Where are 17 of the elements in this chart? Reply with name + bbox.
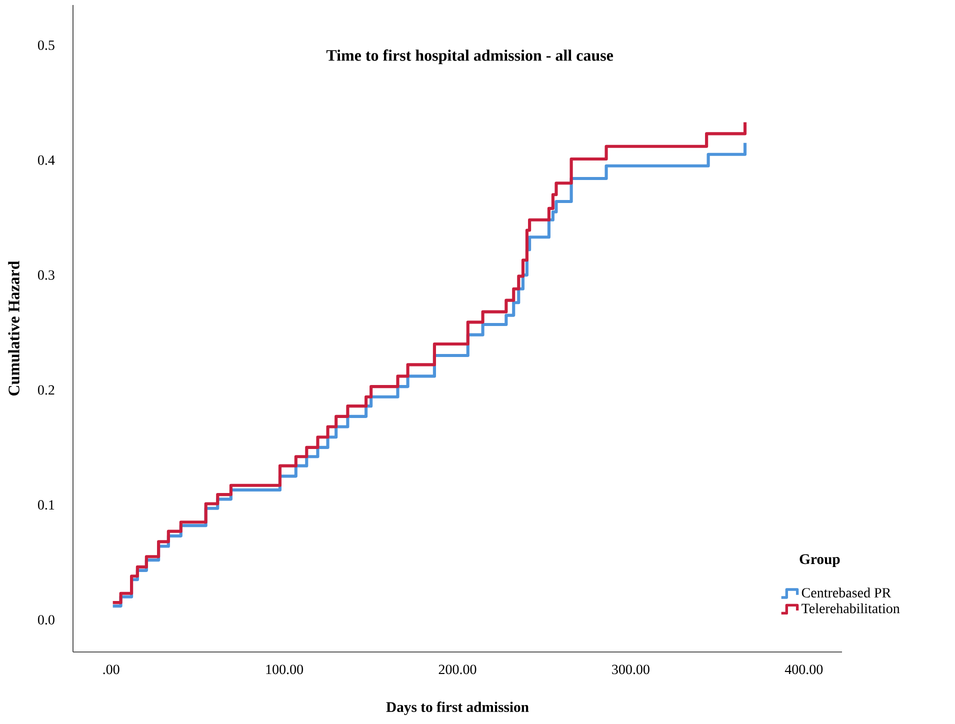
y-tick-label: 0.4 xyxy=(38,155,55,165)
x-tick-label: .00 xyxy=(103,664,120,674)
y-tick-label: 0.5 xyxy=(38,40,54,50)
y-axis-title: Cumulative Hazard xyxy=(8,260,20,396)
x-tick-label: 100.00 xyxy=(266,664,304,674)
y-tick-label: 0.0 xyxy=(38,615,54,625)
legend-title: Group xyxy=(800,554,840,568)
x-tick-label: 300.00 xyxy=(612,664,650,674)
x-axis-title: Days to first admission xyxy=(386,702,529,716)
y-tick-label: 0.3 xyxy=(38,270,54,280)
y-tick-label: 0.1 xyxy=(38,500,54,510)
x-tick-label: 400.00 xyxy=(784,664,823,674)
legend-label: Centrebased PR xyxy=(802,588,892,598)
text: Time to first hospital admission - all cause xyxy=(326,49,614,64)
legend-label: Telerehabilitation xyxy=(802,603,900,614)
x-tick-label: 200.00 xyxy=(438,664,476,674)
y-tick-label: 0.2 xyxy=(38,385,54,395)
